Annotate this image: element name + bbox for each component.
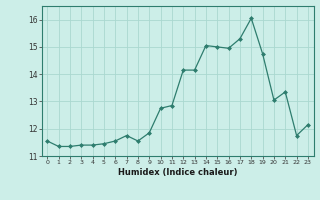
X-axis label: Humidex (Indice chaleur): Humidex (Indice chaleur) [118, 168, 237, 177]
